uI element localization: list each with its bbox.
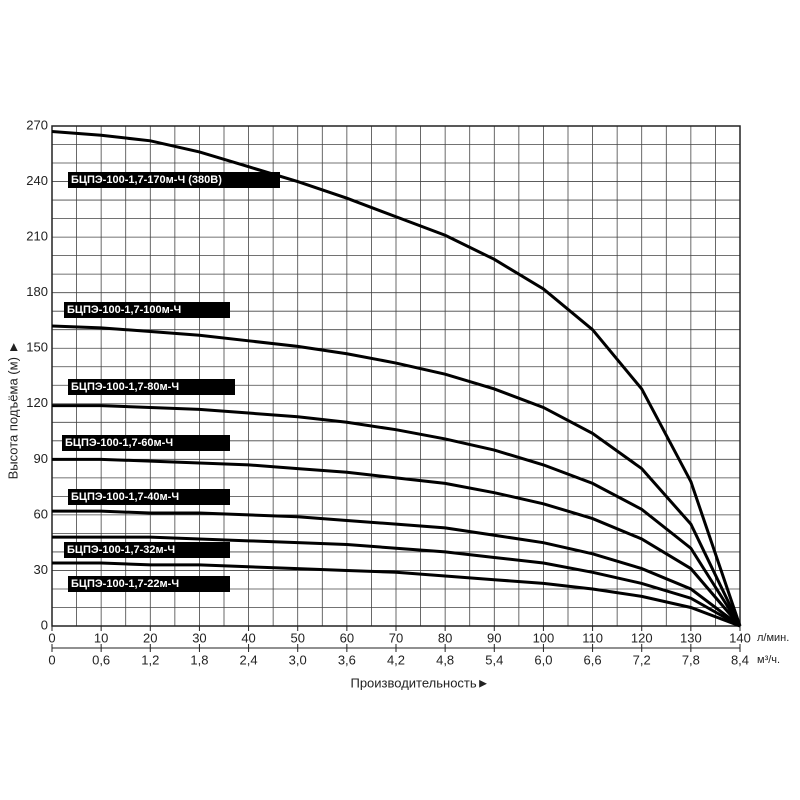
y-tick-label: 270 bbox=[26, 117, 48, 132]
x2-tick-label: 1,2 bbox=[141, 652, 159, 667]
x-tick-label: 100 bbox=[533, 630, 555, 645]
label-box bbox=[64, 302, 230, 318]
x2-tick-label: 4,2 bbox=[387, 652, 405, 667]
x-tick-label: 30 bbox=[192, 630, 206, 645]
x2-tick-label: 8,4 bbox=[731, 652, 749, 667]
curve bbox=[52, 457, 742, 627]
x-tick-label: 0 bbox=[48, 630, 55, 645]
x-tick-label: 70 bbox=[389, 630, 403, 645]
series-label: БЦПЭ-100-1,7-80м-Ч bbox=[71, 381, 179, 393]
series-label: БЦПЭ-100-1,7-40м-Ч bbox=[71, 491, 179, 503]
series-label: БЦПЭ-100-1,7-170м-Ч (380В) bbox=[71, 174, 222, 186]
y-tick-label: 0 bbox=[41, 617, 48, 632]
x-unit: л/мин. bbox=[757, 632, 789, 644]
x2-tick-label: 6,6 bbox=[584, 652, 602, 667]
curve bbox=[51, 324, 742, 627]
y-tick-label: 90 bbox=[34, 451, 48, 466]
curve bbox=[52, 561, 741, 628]
x-tick-label: 110 bbox=[582, 630, 603, 645]
y-tick-label: 30 bbox=[34, 562, 48, 577]
x2-tick-label: 5,4 bbox=[485, 652, 503, 667]
label-box bbox=[68, 489, 230, 505]
x-tick-label: 50 bbox=[290, 630, 304, 645]
x-tick-label: 120 bbox=[631, 630, 653, 645]
x-tick-label: 40 bbox=[241, 630, 255, 645]
label-box bbox=[64, 542, 230, 558]
x2-tick-label: 4,8 bbox=[436, 652, 454, 667]
y-tick-label: 210 bbox=[26, 229, 48, 244]
y-tick-label: 120 bbox=[26, 395, 48, 410]
label-box bbox=[68, 576, 230, 592]
y-axis-label: Высота подъёма (м) ► bbox=[5, 341, 20, 480]
x2-tick-label: 1,8 bbox=[190, 652, 208, 667]
curve bbox=[52, 404, 742, 627]
curve bbox=[51, 130, 742, 627]
y-tick-label: 150 bbox=[26, 340, 48, 355]
x2-tick-label: 6,0 bbox=[534, 652, 552, 667]
x2-tick-label: 0,6 bbox=[92, 652, 110, 667]
x2-tick-label: 7,8 bbox=[682, 652, 700, 667]
curve bbox=[52, 535, 741, 628]
x-axis-label: Производительность► bbox=[350, 675, 489, 690]
curve bbox=[52, 509, 741, 628]
x2-unit: м³/ч. bbox=[757, 654, 780, 666]
x-tick-label: 60 bbox=[340, 630, 354, 645]
x-tick-label: 80 bbox=[438, 630, 452, 645]
x2-tick-label: 0 bbox=[48, 652, 55, 667]
series-label: БЦПЭ-100-1,7-32м-Ч bbox=[67, 544, 175, 556]
x2-tick-label: 3,6 bbox=[338, 652, 356, 667]
label-box bbox=[68, 172, 280, 188]
label-box bbox=[62, 435, 230, 451]
x2-tick-label: 2,4 bbox=[240, 652, 258, 667]
x-tick-label: 140 bbox=[729, 630, 751, 645]
y-tick-label: 180 bbox=[26, 284, 48, 299]
x2-tick-label: 3,0 bbox=[289, 652, 307, 667]
x-tick-label: 130 bbox=[680, 630, 702, 645]
y-tick-label: 240 bbox=[26, 173, 48, 188]
y-tick-label: 60 bbox=[34, 506, 48, 521]
x-tick-label: 10 bbox=[94, 630, 108, 645]
x-tick-label: 90 bbox=[487, 630, 501, 645]
x2-tick-label: 7,2 bbox=[633, 652, 651, 667]
series-label: БЦПЭ-100-1,7-100м-Ч bbox=[67, 304, 181, 316]
label-box bbox=[68, 379, 235, 395]
series-label: БЦПЭ-100-1,7-60м-Ч bbox=[65, 437, 173, 449]
x-tick-label: 20 bbox=[143, 630, 157, 645]
series-label: БЦПЭ-100-1,7-22м-Ч bbox=[71, 578, 179, 590]
